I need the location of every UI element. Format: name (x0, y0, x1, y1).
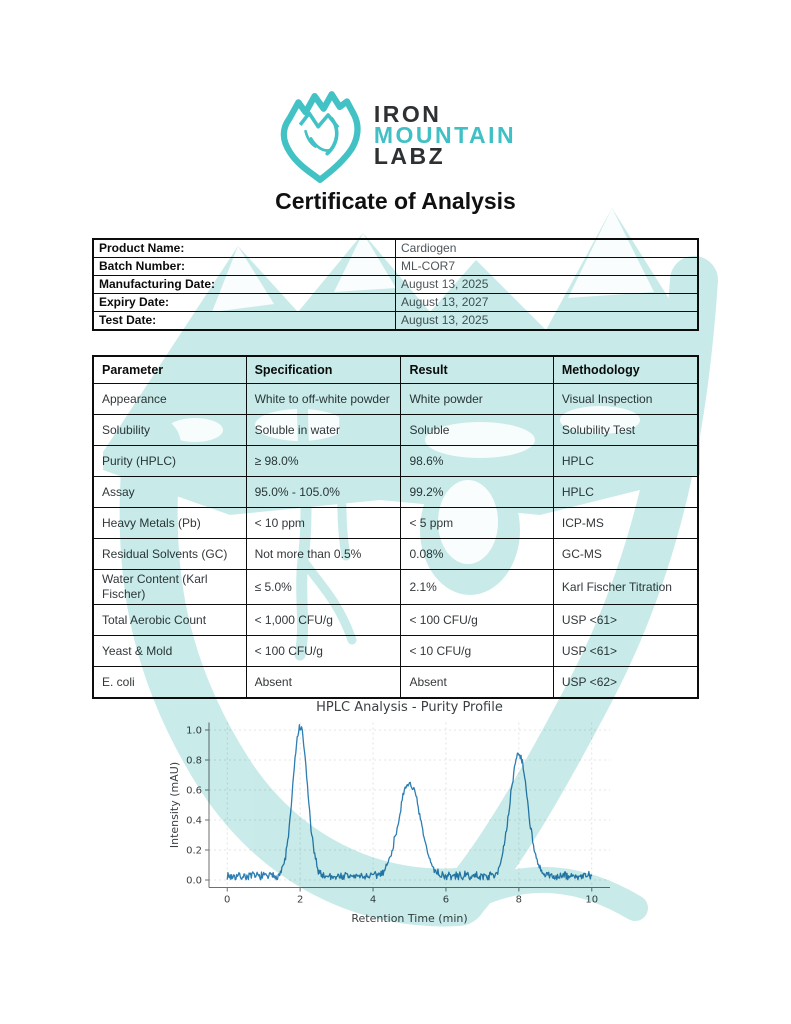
table-row: E. coli Absent Absent USP <62> (92, 666, 699, 699)
table-cell: Soluble (400, 414, 554, 446)
table-cell: < 10 CFU/g (400, 635, 554, 667)
svg-text:6: 6 (443, 895, 449, 906)
hplc-chart: 0 2 4 6 8 10 0.0 0.2 0.4 0.6 0.8 1.0 HPLC Analysis -… (165, 695, 640, 940)
svg-text:0.6: 0.6 (186, 786, 202, 797)
svg-text:0.8: 0.8 (186, 756, 202, 767)
table-header-row: Parameter Specification Result Methodology (92, 355, 699, 384)
table-cell-value: Cardiogen (395, 238, 699, 258)
table-row: Total Aerobic Count < 1,000 CFU/g < 100 CF… (92, 604, 699, 636)
table-cell: Solubility Test (552, 414, 699, 446)
table-cell: Residual Solvents (GC) (92, 538, 247, 570)
table-cell: Assay (92, 476, 247, 508)
table-cell: 0.08% (400, 538, 554, 570)
table-cell: ≤ 5.0% (245, 569, 402, 605)
table-cell: Not more than 0.5% (245, 538, 402, 570)
svg-text:8: 8 (516, 895, 522, 906)
table-cell: Water Content (Karl Fischer) (92, 569, 247, 605)
table-cell: Appearance (92, 383, 247, 415)
table-cell: Karl Fischer Titration (552, 569, 699, 605)
spec-table: Parameter Specification Result Methodology … (92, 355, 699, 699)
table-cell: GC-MS (552, 538, 699, 570)
table-cell: Yeast & Mold (92, 635, 247, 667)
table-row: Heavy Metals (Pb) < 10 ppm < 5 ppm ICP-MS (92, 507, 699, 539)
table-row: Yeast & Mold < 100 CFU/g < 10 CFU/g USP <61… (92, 635, 699, 667)
table-cell-value: August 13, 2025 (395, 275, 699, 294)
table-cell-label: Expiry Date: (92, 293, 396, 312)
table-cell-value: August 13, 2027 (395, 293, 699, 312)
table-cell: Solubility (92, 414, 247, 446)
svg-text:4: 4 (370, 895, 376, 906)
table-cell: White to off-white powder (245, 383, 402, 415)
table-cell: Heavy Metals (Pb) (92, 507, 247, 539)
table-cell: Absent (400, 666, 554, 699)
table-cell: < 10 ppm (245, 507, 402, 539)
table-row: Assay 95.0% - 105.0% 99.2% HPLC (92, 476, 699, 508)
product-info-table: Product Name: Cardiogen Batch Number: ML-CO… (92, 238, 699, 331)
table-row: Test Date: August 13, 2025 (92, 311, 699, 331)
svg-text:1.0: 1.0 (186, 726, 202, 737)
table-row: Appearance White to off-white powder White… (92, 383, 699, 415)
table-row: Manufacturing Date: August 13, 2025 (92, 275, 699, 294)
table-cell: 98.6% (400, 445, 554, 477)
column-header: Result (400, 355, 554, 384)
table-cell-value: August 13, 2025 (395, 311, 699, 331)
svg-text:0.0: 0.0 (186, 876, 202, 887)
column-header: Specification (245, 355, 402, 384)
table-cell: White powder (400, 383, 554, 415)
table-cell: 95.0% - 105.0% (245, 476, 402, 508)
svg-text:Intensity (mAU): Intensity (mAU) (168, 762, 181, 848)
table-cell: < 5 ppm (400, 507, 554, 539)
logo-wordmark: IRON MOUNTAIN LABZ (373, 101, 517, 169)
table-row: Purity (HPLC) ≥ 98.0% 98.6% HPLC (92, 445, 699, 477)
svg-text:0: 0 (224, 895, 230, 906)
svg-text:2: 2 (297, 895, 303, 906)
table-cell-label: Product Name: (92, 238, 396, 258)
svg-text:Retention Time (min): Retention Time (min) (351, 912, 467, 925)
table-cell: Total Aerobic Count (92, 604, 247, 636)
table-cell: < 1,000 CFU/g (245, 604, 402, 636)
svg-text:0.4: 0.4 (186, 816, 202, 827)
logo-word-mountain: MOUNTAIN (373, 122, 517, 148)
column-header: Parameter (92, 355, 247, 384)
table-row: Batch Number: ML-COR7 (92, 257, 699, 276)
table-cell: < 100 CFU/g (400, 604, 554, 636)
logo-word-labz: LABZ (373, 143, 446, 169)
table-cell-value: ML-COR7 (395, 257, 699, 276)
table-row: Water Content (Karl Fischer) ≤ 5.0% 2.1% Ka… (92, 569, 699, 605)
table-row: Residual Solvents (GC) Not more than 0.5%… (92, 538, 699, 570)
table-cell: < 100 CFU/g (245, 635, 402, 667)
table-cell: 2.1% (400, 569, 554, 605)
chromatogram-line (226, 724, 593, 881)
table-cell: E. coli (92, 666, 247, 699)
table-cell: ICP-MS (552, 507, 699, 539)
table-row: Product Name: Cardiogen (92, 238, 699, 258)
logo: IRON MOUNTAIN LABZ (0, 82, 791, 189)
mountain-heart-icon (275, 82, 365, 189)
table-cell: HPLC (552, 445, 699, 477)
column-header: Methodology (552, 355, 699, 384)
svg-text:HPLC Analysis - Purity Profile: HPLC Analysis - Purity Profile (316, 700, 503, 715)
table-cell: 99.2% (400, 476, 554, 508)
table-cell: USP <62> (552, 666, 699, 699)
table-row: Expiry Date: August 13, 2027 (92, 293, 699, 312)
table-cell: Purity (HPLC) (92, 445, 247, 477)
table-cell: USP <61> (552, 604, 699, 636)
logo-word-iron: IRON (373, 101, 442, 127)
table-cell-label: Test Date: (92, 311, 396, 331)
page-title: Certificate of Analysis (275, 188, 516, 214)
table-row: Solubility Soluble in water Soluble Solubil… (92, 414, 699, 446)
table-cell-label: Batch Number: (92, 257, 396, 276)
table-cell: ≥ 98.0% (245, 445, 402, 477)
table-cell: HPLC (552, 476, 699, 508)
table-cell: Soluble in water (245, 414, 402, 446)
table-cell-label: Manufacturing Date: (92, 275, 396, 294)
table-cell: Absent (245, 666, 402, 699)
table-cell: USP <61> (552, 635, 699, 667)
svg-text:10: 10 (585, 895, 598, 906)
table-cell: Visual Inspection (552, 383, 699, 415)
svg-text:0.2: 0.2 (186, 846, 202, 857)
